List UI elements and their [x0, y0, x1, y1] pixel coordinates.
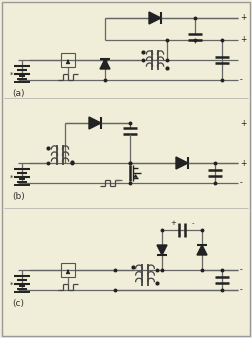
Bar: [61, 53, 75, 67]
Text: -: -: [240, 286, 243, 294]
Polygon shape: [197, 245, 207, 255]
Text: +: +: [240, 159, 246, 168]
Text: (b): (b): [12, 192, 25, 201]
Text: (a): (a): [12, 89, 24, 98]
Text: -: -: [240, 266, 243, 274]
Polygon shape: [100, 59, 110, 69]
Text: +: +: [240, 14, 246, 23]
Bar: [61, 263, 75, 277]
Polygon shape: [176, 157, 188, 169]
Text: *: *: [10, 282, 13, 288]
Text: -: -: [240, 178, 243, 188]
Polygon shape: [149, 12, 161, 24]
Polygon shape: [89, 117, 101, 129]
Text: -: -: [192, 220, 195, 226]
Text: (c): (c): [12, 299, 24, 308]
Text: +: +: [240, 35, 246, 45]
Text: *: *: [10, 72, 13, 78]
Text: +: +: [170, 220, 176, 226]
Text: -: -: [240, 75, 243, 84]
Text: *: *: [10, 175, 13, 181]
Text: +: +: [240, 119, 246, 127]
Polygon shape: [157, 245, 167, 255]
